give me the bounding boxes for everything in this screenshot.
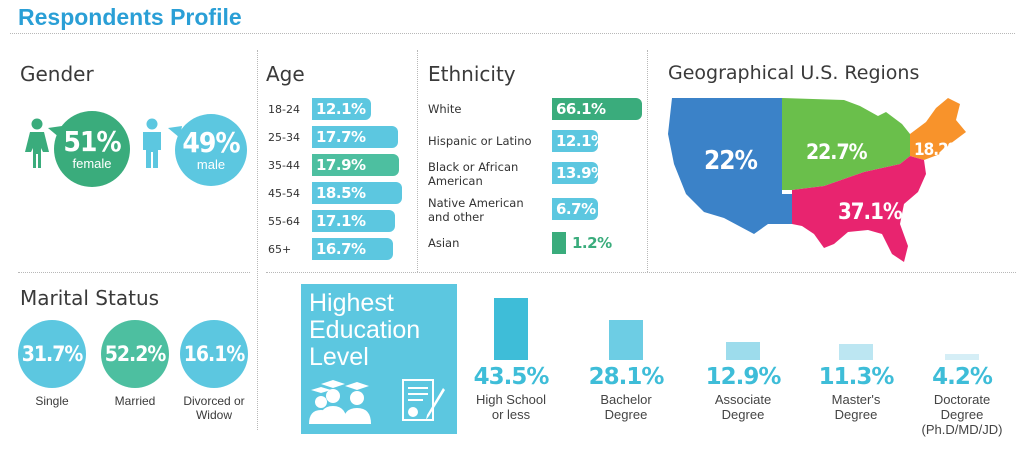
female-speech-tail	[48, 126, 62, 138]
age-category-label: 45-54	[268, 187, 300, 200]
ethnicity-bar: 13.9%	[552, 162, 606, 184]
education-bar	[945, 354, 979, 360]
marital-single-label: Single	[35, 394, 69, 408]
region-south	[792, 156, 926, 262]
male-speech-tail	[168, 126, 182, 138]
ethnicity-bar	[552, 232, 566, 254]
education-bar	[609, 319, 643, 360]
region-northeast-value: 18.2%	[914, 140, 963, 160]
ethnicity-category-label: Black or African American	[428, 160, 519, 188]
male-value: 49%	[182, 125, 240, 159]
divider-h-right	[266, 272, 1016, 273]
education-bar-value: 12.9%	[705, 364, 782, 390]
age-bar: 18.5%	[312, 182, 402, 204]
female-person-icon	[25, 118, 49, 168]
ethnicity-category-label: Asian	[428, 236, 460, 250]
education-bar-value: 43.5%	[473, 364, 550, 390]
education-bar	[726, 341, 760, 360]
age-bar: 17.9%	[312, 154, 400, 176]
age-category-label: 55-64	[268, 215, 300, 228]
age-category-label: 25-34	[268, 131, 300, 144]
education-bar	[494, 298, 528, 360]
age-title: Age	[266, 62, 305, 86]
region-midwest-value: 22.7%	[806, 140, 868, 164]
female-label: female	[72, 155, 112, 171]
region-west-value: 22%	[704, 146, 758, 176]
marital-divorced-circle: 16.1%	[180, 320, 248, 388]
age-bar: 16.7%	[312, 238, 394, 260]
divider-h-left	[18, 272, 250, 273]
age-category-label: 35-44	[268, 159, 300, 172]
education-category-label: Master's Degree	[831, 392, 881, 422]
education-category-label: Associate Degree	[714, 392, 772, 422]
ethnicity-category-label: Native American and other	[428, 196, 524, 224]
education-title: Highest Education Level	[309, 289, 421, 371]
ethnicity-category-label: White	[428, 102, 462, 116]
age-category-label: 65+	[268, 243, 292, 256]
marital-married-circle: 52.2%	[101, 320, 169, 388]
education-bar-value: 28.1%	[588, 364, 665, 390]
header-divider	[10, 33, 1015, 34]
ethnicity-bar: 6.7%	[552, 198, 598, 220]
age-bar: 12.1%	[312, 98, 371, 120]
education-category-label: Doctorate Degree (Ph.D/MD/JD)	[921, 392, 1003, 437]
marital-divorced-value: 16.1%	[183, 342, 246, 366]
graduates-icon	[309, 380, 371, 424]
divider-v2	[417, 50, 418, 272]
gender-title: Gender	[20, 62, 94, 86]
female-value: 51%	[63, 124, 121, 158]
marital-married-value: 52.2%	[104, 342, 167, 366]
marital-single-circle: 31.7%	[18, 320, 86, 388]
page-title: Respondents Profile	[18, 4, 242, 30]
regions-title: Geographical U.S. Regions	[668, 62, 920, 84]
education-category-label: High School or less	[475, 392, 547, 422]
ethnicity-bar: 66.1%	[552, 98, 642, 120]
marital-title: Marital Status	[20, 286, 160, 310]
education-category-label: Bachelor Degree	[600, 392, 652, 422]
us-map	[668, 98, 966, 262]
male-label: male	[196, 156, 226, 172]
education-panel: Highest Education Level	[301, 284, 457, 434]
age-bar: 17.1%	[312, 210, 396, 232]
marital-divorced-label: Divorced or Widow	[183, 394, 245, 422]
male-circle: 49% male	[175, 114, 247, 186]
ethnicity-title: Ethnicity	[428, 62, 516, 86]
region-northeast	[910, 98, 966, 160]
education-bar-value: 4.2%	[932, 364, 993, 390]
marital-single-value: 31.7%	[21, 342, 84, 366]
region-south-value: 37.1%	[838, 200, 903, 225]
age-category-label: 18-24	[268, 103, 300, 116]
region-west	[668, 98, 792, 234]
female-circle: 51% female	[54, 111, 130, 187]
education-bar	[839, 343, 873, 360]
education-bar-value: 11.3%	[818, 364, 895, 390]
diploma-icon	[402, 379, 445, 421]
divider-v3	[647, 50, 648, 272]
ethnicity-bar: 12.1%	[552, 130, 606, 152]
age-bar: 17.7%	[312, 126, 399, 148]
ethnicity-category-label: Hispanic or Latino	[428, 134, 532, 148]
ethnicity-bar-value: 1.2%	[572, 234, 612, 252]
region-midwest	[782, 98, 910, 190]
divider-v1	[257, 50, 258, 430]
male-person-icon	[143, 118, 161, 168]
marital-married-label: Married	[114, 394, 156, 408]
